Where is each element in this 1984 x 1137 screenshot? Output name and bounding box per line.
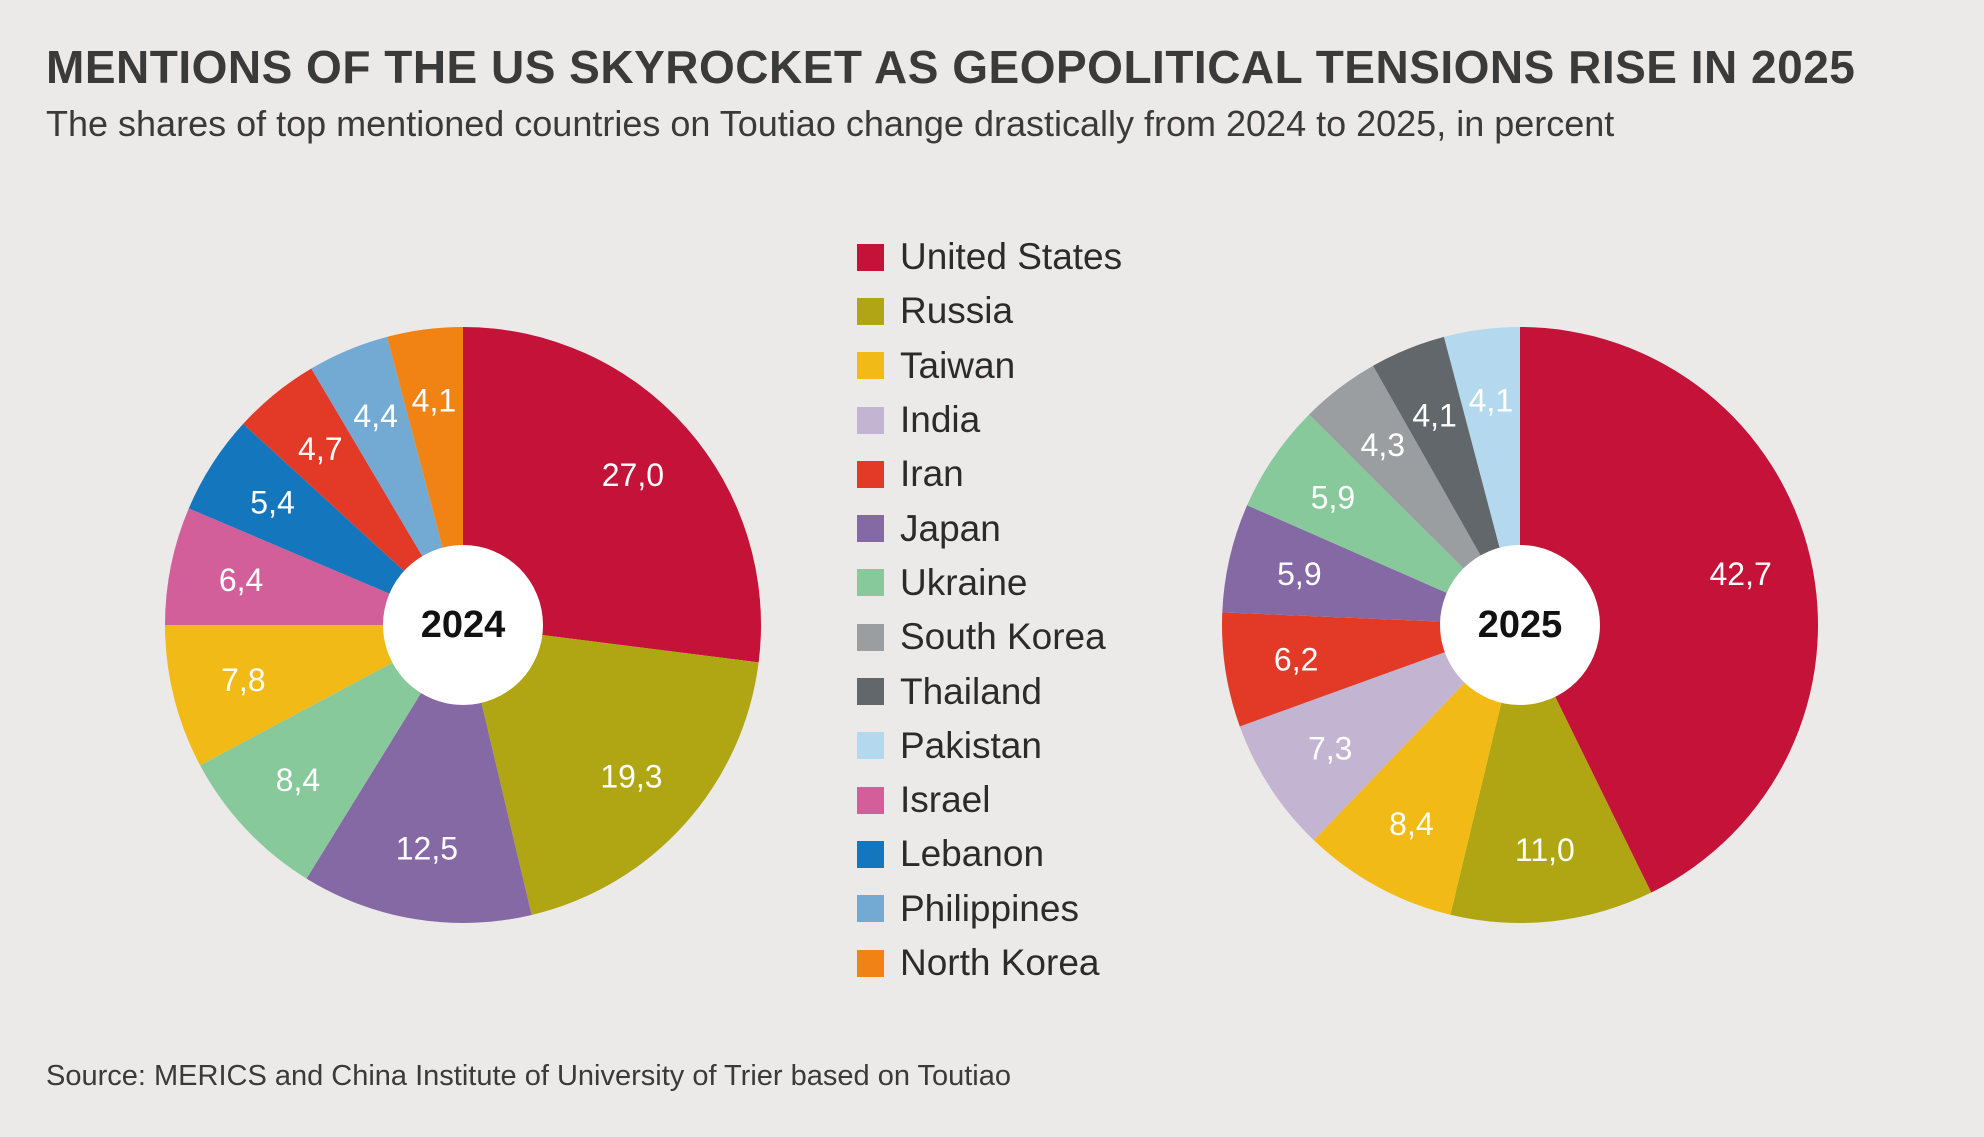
legend-item-united-states: United States <box>857 230 1122 284</box>
donut-hole <box>383 545 543 705</box>
slice-value-label: 6,4 <box>219 562 263 598</box>
legend-label: Iran <box>900 453 964 495</box>
chart-title: MENTIONS OF THE US SKYROCKET AS GEOPOLIT… <box>46 41 1856 93</box>
legend-swatch <box>857 515 884 543</box>
legend-label: Japan <box>900 507 1001 549</box>
slice-value-label: 4,4 <box>353 398 397 434</box>
legend-swatch <box>857 569 884 597</box>
source-note: Source: MERICS and China Institute of Un… <box>46 1060 1012 1092</box>
legend-label: Pakistan <box>900 724 1042 766</box>
legend-swatch <box>857 786 884 814</box>
slice-value-label: 12,5 <box>396 831 458 867</box>
pie-slice-taiwan <box>165 625 463 766</box>
legend-label: Russia <box>900 290 1014 332</box>
pie-slice-south-korea <box>1309 365 1520 625</box>
slice-value-label: 27,0 <box>602 457 664 493</box>
slice-value-label: 11,0 <box>1515 832 1575 868</box>
slice-value-label: 4,7 <box>298 431 342 467</box>
legend-item-israel: Israel <box>857 773 1122 827</box>
pie-slice-united-states <box>463 327 761 663</box>
legend-swatch <box>857 406 884 434</box>
legend-label: Philippines <box>900 887 1079 929</box>
pie-slice-russia <box>463 625 759 915</box>
slice-value-label: 4,1 <box>1412 397 1456 433</box>
legend-swatch <box>857 623 884 651</box>
slice-value-label: 7,8 <box>221 662 265 698</box>
legend-label: North Korea <box>900 942 1100 983</box>
legend-label: Thailand <box>900 670 1042 712</box>
donut-hole <box>1440 545 1600 705</box>
pie-slice-israel <box>165 508 463 625</box>
legend-swatch <box>857 352 884 380</box>
legend-item-india: India <box>857 393 1122 447</box>
slice-value-label: 5,9 <box>1277 556 1321 592</box>
pie-slice-lebanon <box>188 423 463 625</box>
slice-value-label: 4,1 <box>1469 382 1513 418</box>
legend-item-ukraine: Ukraine <box>857 556 1122 610</box>
legend-swatch <box>857 460 884 488</box>
legend-label: Israel <box>900 779 991 821</box>
pie-slice-india <box>1239 625 1520 841</box>
legend-swatch <box>857 895 884 923</box>
pie-slice-japan <box>1222 505 1520 625</box>
legend-label: India <box>900 399 981 441</box>
legend-swatch <box>857 840 884 868</box>
legend-swatch <box>857 678 884 706</box>
legend-item-north-korea: North Korea <box>857 936 1122 990</box>
slice-value-label: 4,3 <box>1361 427 1405 463</box>
pie-slice-ukraine <box>1247 414 1520 625</box>
legend-item-philippines: Philippines <box>857 882 1122 936</box>
legend-item-japan: Japan <box>857 501 1122 555</box>
pie-center-year: 2025 <box>1478 604 1563 646</box>
legend-swatch <box>857 297 884 325</box>
legend: United States Russia Taiwan India Iran Japan U… <box>857 230 1122 990</box>
pie-slice-philippines <box>311 336 463 625</box>
slice-value-label: 5,9 <box>1311 479 1355 515</box>
slice-value-label: 19,3 <box>600 758 662 794</box>
legend-label: Lebanon <box>900 833 1045 875</box>
chart-subtitle: The shares of top mentioned countries on… <box>46 103 1615 144</box>
legend-item-taiwan: Taiwan <box>857 339 1122 393</box>
legend-item-thailand: Thailand <box>857 664 1122 718</box>
pie-slice-taiwan <box>1313 625 1520 915</box>
slice-value-label: 7,3 <box>1308 731 1352 767</box>
legend-swatch <box>857 732 884 760</box>
slice-value-label: 5,4 <box>250 484 294 520</box>
legend-label: Ukraine <box>900 561 1028 603</box>
slice-value-label: 42,7 <box>1709 556 1771 592</box>
legend-item-pakistan: Pakistan <box>857 719 1122 773</box>
legend-swatch <box>857 949 884 977</box>
pie-slice-united-states <box>1520 327 1819 893</box>
pie-center-year: 2024 <box>421 604 506 646</box>
legend-item-south-korea: South Korea <box>857 610 1122 664</box>
legend-label: United States <box>900 236 1123 278</box>
legend-swatch <box>857 243 884 271</box>
slice-value-label: 8,4 <box>276 762 320 798</box>
pie-slice-thailand <box>1373 336 1520 625</box>
slice-value-label: 4,1 <box>412 382 456 418</box>
legend-label: Taiwan <box>900 344 1016 386</box>
pie-slice-russia <box>1450 625 1652 923</box>
legend-item-russia: Russia <box>857 284 1122 338</box>
slice-value-label: 8,4 <box>1389 806 1433 842</box>
slice-value-label: 6,2 <box>1274 641 1318 677</box>
legend-item-lebanon: Lebanon <box>857 827 1122 881</box>
pie-slice-ukraine <box>200 625 463 879</box>
legend-label: South Korea <box>900 616 1106 658</box>
pie-slice-iran <box>243 368 463 625</box>
legend-item-iran: Iran <box>857 447 1122 501</box>
